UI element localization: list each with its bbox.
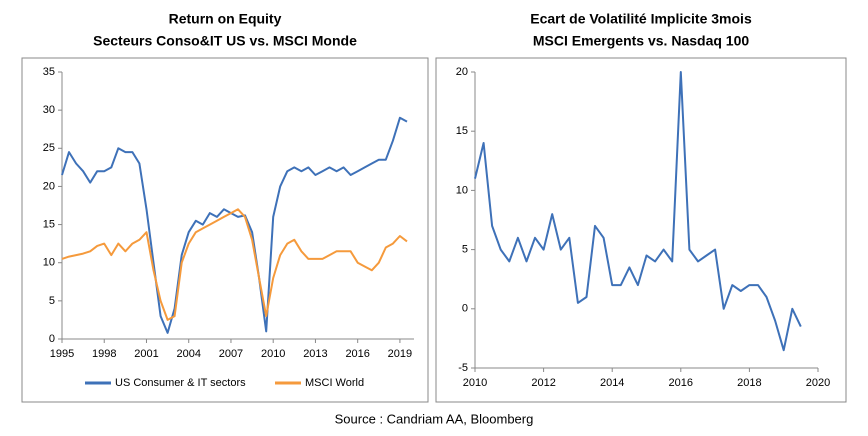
y-tick-label: 20	[456, 66, 468, 78]
y-tick-label: 5	[462, 244, 468, 256]
data-line	[61, 208, 408, 321]
x-tick-label: 2013	[303, 348, 327, 360]
x-tick-label: 2020	[806, 377, 830, 389]
source: Source : Candriam AA, Bloomberg	[335, 411, 534, 426]
x-tick-label: 2007	[219, 348, 243, 360]
y-tick-label: 0	[49, 333, 55, 345]
y-tick-label: -5	[458, 362, 468, 374]
y-tick-label: 35	[43, 66, 55, 78]
legend-label: US Consumer & IT sectors	[115, 377, 246, 389]
legend-label: MSCI World	[305, 377, 364, 389]
x-tick-label: 1998	[92, 348, 116, 360]
y-tick-label: 30	[43, 104, 55, 116]
chart-title: MSCI Emergents vs. Nasdaq 100	[533, 33, 750, 49]
x-tick-label: 2001	[134, 348, 158, 360]
data-line	[61, 116, 408, 334]
x-tick-label: 1995	[50, 348, 74, 360]
data-line	[474, 71, 802, 352]
x-tick-label: 2019	[388, 348, 412, 360]
chart-title: Return on Equity	[169, 11, 282, 27]
chart-title: Ecart de Volatilité Implicite 3mois	[530, 11, 752, 27]
x-tick-label: 2018	[737, 377, 761, 389]
y-tick-label: 15	[43, 218, 55, 230]
y-tick-label: 0	[462, 303, 468, 315]
x-tick-label: 2016	[669, 377, 693, 389]
y-tick-label: 10	[456, 184, 468, 196]
x-tick-label: 2014	[600, 377, 624, 389]
y-tick-label: 5	[49, 295, 55, 307]
y-tick-label: 15	[456, 125, 468, 137]
x-tick-label: 2004	[176, 348, 200, 360]
x-tick-label: 2016	[345, 348, 369, 360]
chart-frame	[21, 57, 429, 403]
y-tick-label: 25	[43, 142, 55, 154]
x-tick-label: 2010	[463, 377, 487, 389]
x-tick-label: 2012	[531, 377, 555, 389]
y-tick-label: 20	[43, 180, 55, 192]
y-tick-label: 10	[43, 257, 55, 269]
chart-title: Secteurs Conso&IT US vs. MSCI Monde	[93, 33, 357, 49]
x-tick-label: 2010	[261, 348, 285, 360]
chart-frame	[435, 57, 847, 403]
